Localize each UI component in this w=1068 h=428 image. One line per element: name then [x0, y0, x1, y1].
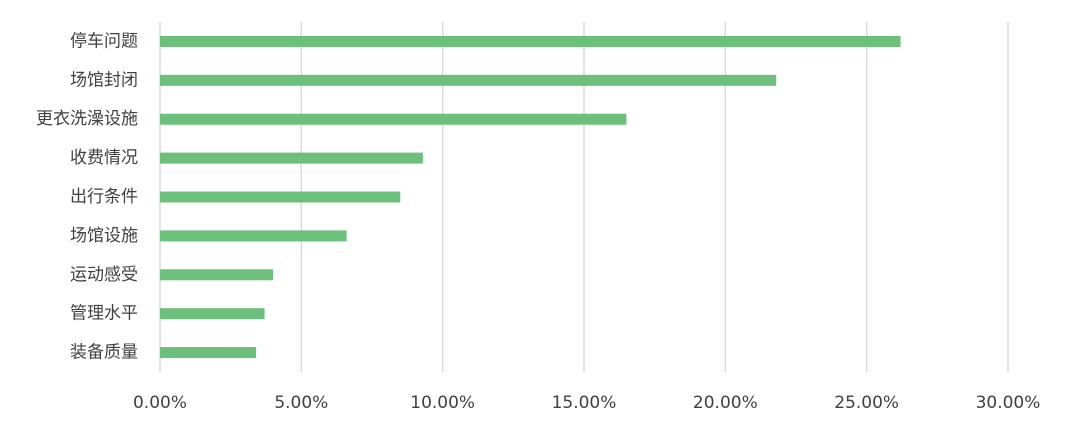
y-tick-label: 装备质量	[70, 343, 138, 363]
x-tick-label: 5.00%	[274, 393, 328, 413]
y-tick-label: 场馆设施	[70, 226, 138, 246]
y-tick-label: 运动感受	[70, 265, 138, 285]
y-tick-label: 出行条件	[70, 187, 138, 207]
bar	[160, 191, 401, 203]
bar	[160, 230, 347, 242]
y-tick-label: 停车问题	[70, 31, 138, 51]
x-tick-label: 10.00%	[410, 393, 475, 413]
x-tick-label: 25.00%	[834, 393, 899, 413]
bar	[160, 308, 265, 320]
bar	[160, 74, 777, 86]
bar	[160, 35, 901, 47]
bar	[160, 113, 627, 125]
y-tick-label: 更衣洗澡设施	[36, 109, 138, 129]
x-tick-label: 15.00%	[552, 393, 617, 413]
x-tick-label: 20.00%	[693, 393, 758, 413]
y-tick-label: 管理水平	[70, 304, 138, 324]
bar	[160, 152, 423, 164]
x-tick-label: 30.00%	[976, 393, 1041, 413]
y-tick-label: 场馆封闭	[70, 70, 138, 90]
y-tick-label: 收费情况	[70, 148, 138, 168]
x-tick-label: 0.00%	[133, 393, 187, 413]
bar	[160, 347, 257, 359]
bar	[160, 269, 274, 281]
